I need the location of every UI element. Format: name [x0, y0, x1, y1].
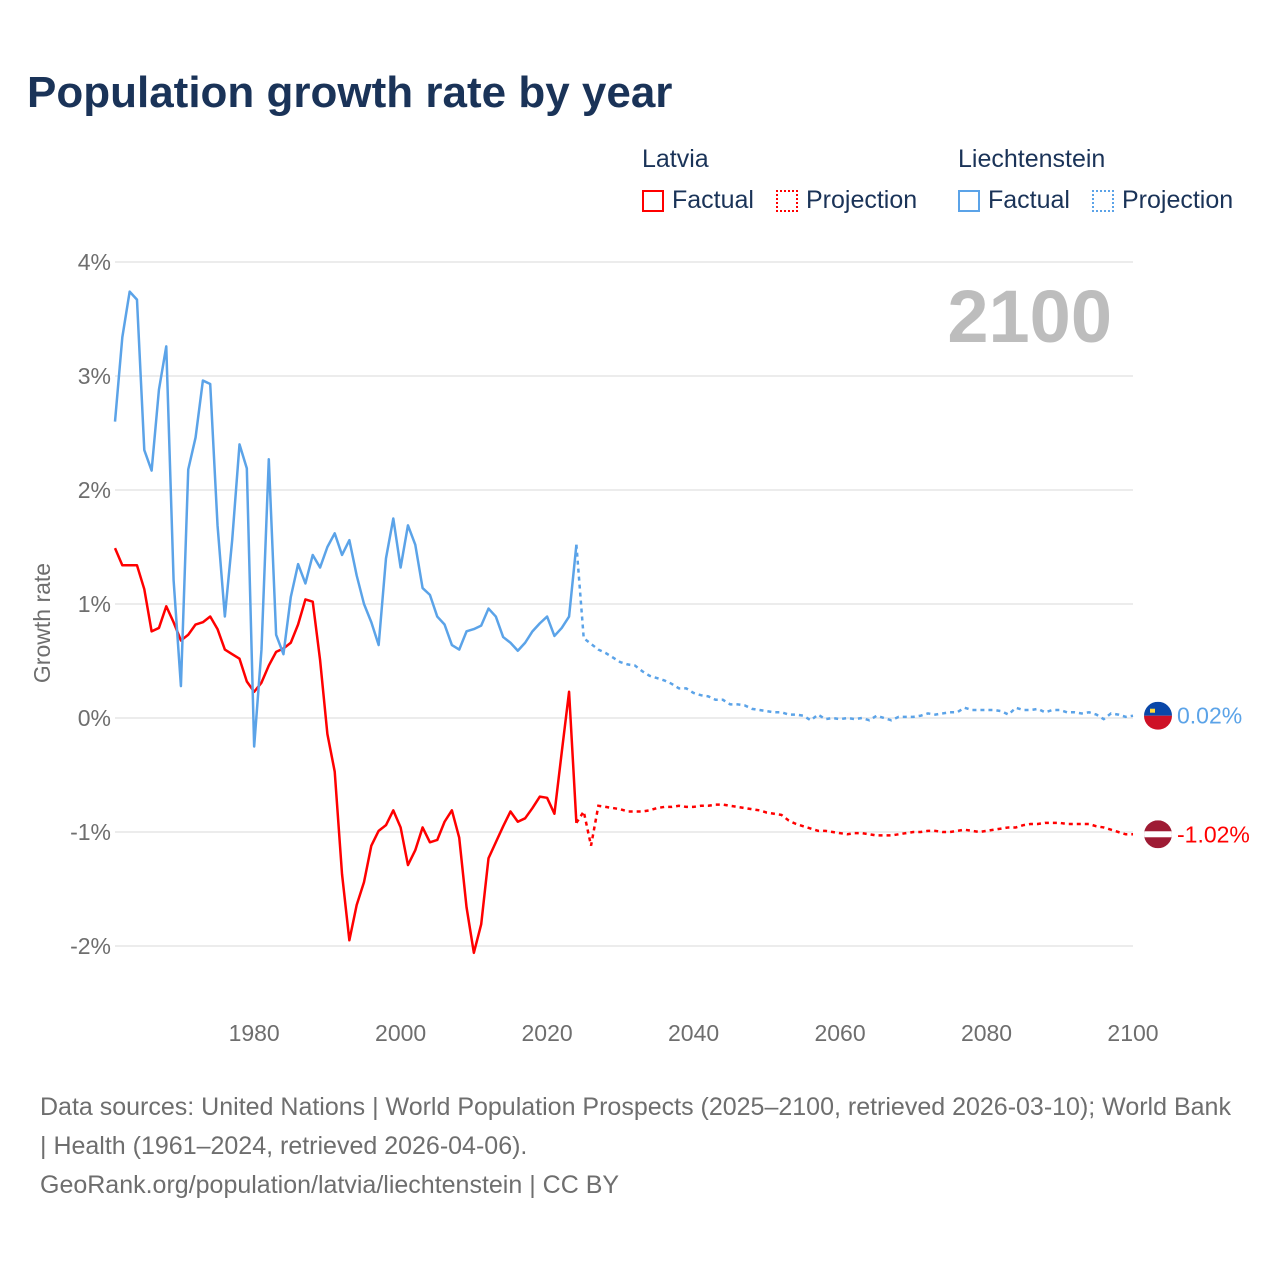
- legend-group-latvia: Latvia: [642, 145, 709, 174]
- series-line-liechtenstein-projection: [575, 544, 1134, 722]
- y-tick-label: 1%: [78, 591, 111, 617]
- credit-link[interactable]: GeoRank.org/population/latvia/liechtenst…: [40, 1171, 620, 1199]
- end-value-label: 0.02%: [1177, 703, 1242, 729]
- legend-label: Factual: [988, 186, 1070, 214]
- y-tick-label: 3%: [78, 363, 111, 389]
- series-line-liechtenstein-factual: [113, 290, 578, 748]
- legend-group-title: Latvia: [642, 145, 709, 173]
- y-tick-label: -2%: [70, 933, 111, 959]
- legend-latvia-projection[interactable]: Projection: [776, 186, 917, 215]
- legend-liechtenstein-projection[interactable]: Projection: [1092, 186, 1233, 215]
- x-tick-label: 2100: [1107, 1020, 1158, 1046]
- legend-swatch-dotted: [776, 189, 798, 212]
- x-tick-label: 2000: [375, 1020, 426, 1046]
- data-sources: Data sources: United Nations | World Pop…: [40, 1093, 1231, 1160]
- legend-latvia-factual[interactable]: Factual: [642, 186, 754, 215]
- legend-label: Factual: [672, 186, 754, 214]
- x-tick-label: 2020: [522, 1020, 573, 1046]
- x-tick-label: 2080: [961, 1020, 1012, 1046]
- y-axis-label: Growth rate: [29, 563, 55, 683]
- legend-swatch-solid: [958, 189, 980, 212]
- x-tick-label: 2040: [668, 1020, 719, 1046]
- y-tick-label: 0%: [78, 705, 111, 731]
- y-tick-label: 2%: [78, 477, 111, 503]
- liechtenstein-flag-icon: [1144, 701, 1172, 730]
- legend-liechtenstein-factual[interactable]: Factual: [958, 186, 1070, 215]
- legend-group-title: Liechtenstein: [958, 145, 1106, 173]
- legend-group-liechtenstein: Liechtenstein: [958, 145, 1105, 174]
- chart-title: Population growth rate by year: [27, 68, 673, 117]
- footer: Data sources: United Nations | World Pop…: [40, 1088, 1240, 1205]
- legend-label: Projection: [1122, 186, 1234, 214]
- legend-label: Projection: [806, 186, 918, 214]
- legend-swatch-solid: [642, 189, 664, 212]
- year-watermark: 2100: [947, 275, 1112, 358]
- series-line-latvia-projection: [575, 803, 1133, 846]
- x-tick-label: 2060: [814, 1020, 865, 1046]
- y-tick-label: 4%: [78, 249, 111, 275]
- legend-swatch-dotted: [1092, 189, 1114, 212]
- y-tick-label: -1%: [70, 819, 111, 845]
- series-line-latvia-factual: [113, 547, 578, 955]
- latvia-flag-icon: [1144, 820, 1172, 849]
- end-value-label: -1.02%: [1177, 821, 1250, 847]
- x-tick-label: 1980: [229, 1020, 280, 1046]
